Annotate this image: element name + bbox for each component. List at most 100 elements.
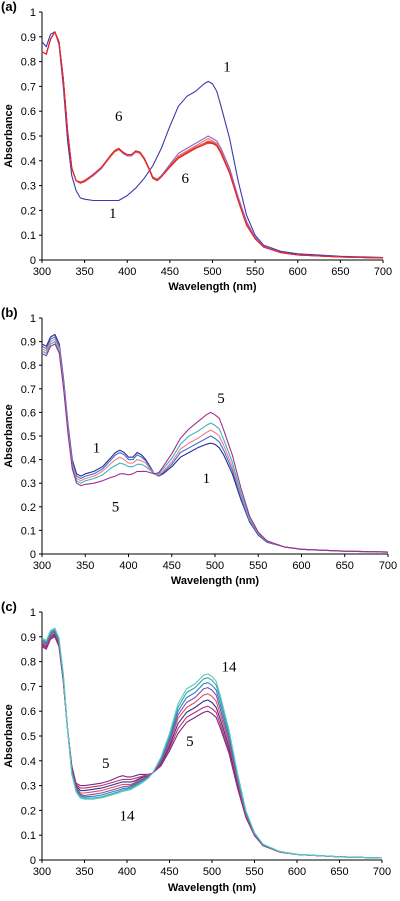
series-line-1 [41,636,383,859]
y-tick-label: 0.9 [21,32,36,44]
x-tick-label: 700 [373,866,391,878]
x-tick-label: 350 [76,560,94,572]
x-tick-label: 650 [331,266,349,278]
y-tick-label: 0.4 [21,156,36,168]
series-line-4 [41,341,389,553]
x-tick-label: 400 [118,266,136,278]
y-tick-label: 0.8 [21,360,36,372]
series-line-7 [41,628,383,859]
x-tick-label: 700 [374,266,392,278]
x-tick-label: 450 [160,866,178,878]
y-tick-label: 0.4 [21,455,36,467]
y-axis-title: Absorbance [3,704,15,768]
curve-annotation: 14 [120,808,136,824]
y-tick-label: 0.5 [21,131,36,143]
x-tick-label: 300 [33,560,51,572]
series-line-4 [41,31,384,259]
series-line-8 [41,627,383,859]
y-tick-label: 0.9 [21,337,36,349]
chart-panel-2: (b) 0 0.1 0.2 0.3 0.4 0.5 0.6 0.7 0.8 0.9 1 300 350 40… [1,305,397,587]
curve-annotation: 5 [217,391,225,407]
x-tick-label: 650 [336,560,354,572]
curve-annotation: 5 [112,500,120,516]
x-tick-label: 550 [245,866,263,878]
x-tick-label: 650 [330,866,348,878]
y-tick-label: 1 [30,313,36,325]
y-tick-label: 0.8 [21,657,36,669]
curve-annotation: 5 [186,734,194,750]
x-tick-label: 500 [203,866,221,878]
x-axis-title: Wavelength (nm) [168,281,257,293]
series-line-6 [41,630,383,859]
x-tick-label: 500 [203,266,221,278]
curve-annotation: 6 [181,171,189,187]
x-axis-title: Wavelength (nm) [168,882,257,894]
y-tick-label: 0.7 [21,81,36,93]
series-line-3 [41,31,384,259]
x-tick-label: 300 [33,266,51,278]
curve-annotation: 5 [102,756,110,772]
panel-label: (a) [1,0,17,14]
y-tick-label: 1 [30,607,36,619]
series-line-2 [41,336,389,553]
series-line-6 [41,31,384,259]
y-tick-label: 0.4 [21,756,36,768]
y-axis-title: Absorbance [3,104,15,168]
x-tick-label: 550 [249,560,267,572]
x-tick-label: 350 [75,266,93,278]
x-tick-label: 400 [118,866,136,878]
panel-label: (c) [1,599,17,614]
y-tick-label: 0.5 [21,431,36,443]
x-tick-label: 600 [289,266,307,278]
x-tick-label: 550 [246,266,264,278]
x-tick-label: 350 [75,866,93,878]
y-tick-label: 0.3 [21,781,36,793]
series-line-1 [41,31,384,259]
panel-label: (b) [1,305,18,320]
curve-annotation: 6 [115,109,123,125]
y-tick-label: 0.2 [21,502,36,514]
y-axis-title: Absorbance [3,404,15,468]
y-tick-label: 0.2 [21,805,36,817]
y-tick-label: 0.5 [21,731,36,743]
series-line-5 [41,343,389,553]
y-tick-label: 0.1 [21,525,36,537]
x-axis-title: Wavelength (nm) [171,575,260,587]
y-tick-label: 0.6 [21,706,36,718]
y-tick-label: 0.7 [21,681,36,693]
chart-panel-1: (a) 0 0.1 0.2 0.3 0.4 0.5 0.6 0.7 0.8 0.9 1 300 350 40… [1,0,392,293]
y-tick-label: 0 [30,549,36,561]
y-tick-label: 0.7 [21,384,36,396]
y-tick-label: 0.1 [21,830,36,842]
y-tick-label: 0.8 [21,57,36,69]
y-tick-label: 0.3 [21,181,36,193]
x-tick-label: 300 [33,866,51,878]
x-tick-label: 450 [161,266,179,278]
x-tick-label: 600 [288,866,306,878]
series-line-3 [41,338,389,553]
series-line-2 [41,635,383,859]
x-tick-label: 600 [292,560,310,572]
x-tick-label: 400 [119,560,137,572]
series-line-5 [41,31,384,259]
y-tick-label: 0.9 [21,632,36,644]
chart-panel-3: (c) 0 0.1 0.2 0.3 0.4 0.5 0.6 0.7 0.8 0.9 1 300 350 40… [1,599,391,894]
y-tick-label: 0 [30,255,36,267]
x-tick-label: 500 [206,560,224,572]
y-tick-label: 0.3 [21,478,36,490]
y-tick-label: 0.2 [21,205,36,217]
x-tick-label: 700 [379,560,397,572]
series-line-2 [41,31,384,259]
series-line-1 [41,333,389,553]
curve-annotation: 1 [109,206,117,222]
curve-annotation: 14 [222,660,238,676]
y-tick-label: 0.6 [21,407,36,419]
y-tick-label: 0 [30,855,36,867]
x-tick-label: 450 [163,560,181,572]
series-line-4 [41,632,383,859]
series-line-5 [41,631,383,859]
y-tick-label: 0.1 [21,230,36,242]
y-tick-label: 1 [30,7,36,19]
y-tick-label: 0.6 [21,106,36,118]
